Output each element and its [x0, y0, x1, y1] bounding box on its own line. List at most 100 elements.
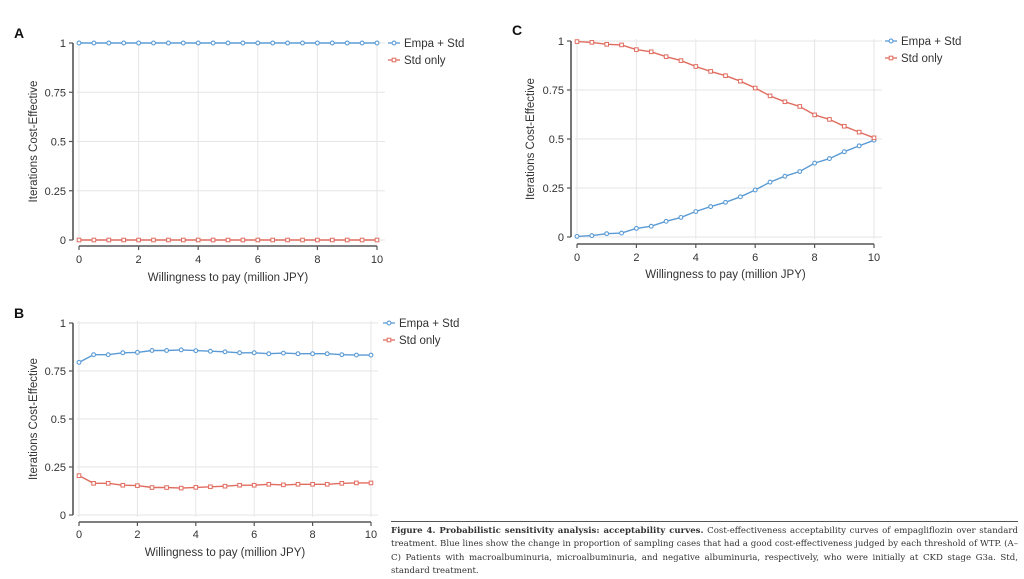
- y-tick-label: 0: [558, 232, 564, 244]
- x-tick-label: 8: [314, 254, 320, 266]
- data-point: [251, 350, 257, 356]
- legend-label: Empa + Std: [901, 36, 961, 48]
- data-point: [178, 485, 184, 491]
- data-point: [856, 143, 862, 149]
- data-point: [76, 359, 82, 365]
- legend-marker: [391, 40, 397, 46]
- data-point: [767, 93, 773, 99]
- data-point: [164, 348, 170, 353]
- data-point: [134, 349, 140, 355]
- data-point: [678, 214, 684, 220]
- data-point: [663, 54, 669, 59]
- series-std-only: [76, 473, 374, 491]
- data-point: [708, 69, 713, 74]
- data-point: [149, 348, 155, 353]
- y-axis-title: Iterations Cost-Effective: [28, 358, 40, 480]
- data-point: [91, 237, 97, 243]
- data-point: [151, 40, 156, 46]
- data-point: [210, 237, 216, 243]
- legend-label: Std only: [901, 53, 943, 65]
- y-tick-label: 0.5: [51, 137, 66, 149]
- series-empa-std: [76, 347, 374, 365]
- y-axis-title: Iterations Cost-Effective: [525, 78, 537, 200]
- data-point: [181, 237, 186, 243]
- data-point: [270, 237, 275, 243]
- x-tick-label: 8: [310, 529, 316, 541]
- panel-label: B: [14, 305, 24, 321]
- x-axis-title: Willingness to pay (million JPY): [145, 547, 306, 559]
- y-tick-label: 0.75: [45, 366, 66, 378]
- x-tick-label: 4: [195, 254, 201, 266]
- data-point: [285, 40, 291, 46]
- data-point: [251, 482, 257, 488]
- data-point: [723, 73, 728, 78]
- data-point: [693, 64, 699, 69]
- data-point: [604, 42, 610, 47]
- legend-entry: Empa + Std: [885, 36, 961, 48]
- panel-label: A: [14, 25, 24, 41]
- legend-entry: Empa + Std: [388, 38, 464, 50]
- data-point: [120, 482, 126, 488]
- data-point: [663, 218, 669, 224]
- data-point: [207, 348, 213, 354]
- data-point: [344, 237, 350, 243]
- x-tick-label: 6: [251, 529, 257, 541]
- y-tick-label: 1: [558, 36, 564, 48]
- series-empa-std: [76, 40, 380, 46]
- data-point: [368, 480, 374, 486]
- legend-marker: [386, 337, 392, 343]
- caption-body: Cost-effectiveness acceptability curves …: [391, 526, 1019, 577]
- data-point: [193, 485, 199, 490]
- data-point: [222, 483, 228, 489]
- data-point: [782, 173, 788, 179]
- legend-entry: Std only: [383, 335, 441, 347]
- x-tick-label: 6: [255, 254, 261, 266]
- data-point: [648, 223, 654, 229]
- caption-title: Figure 4. Probabilistic sensitivity anal…: [391, 526, 704, 536]
- data-point: [76, 40, 82, 46]
- data-point: [266, 351, 272, 357]
- y-tick-label: 0.25: [543, 183, 564, 195]
- data-point: [374, 237, 380, 243]
- data-point: [723, 199, 728, 205]
- series-std-only: [574, 39, 877, 141]
- legend-label: Empa + Std: [404, 38, 464, 50]
- data-point: [797, 169, 803, 174]
- data-point: [353, 352, 359, 358]
- series-empa-std: [574, 137, 877, 239]
- data-point: [149, 485, 155, 490]
- x-tick-label: 2: [633, 252, 639, 264]
- legend-marker: [888, 38, 894, 44]
- x-tick-label: 0: [76, 254, 82, 266]
- y-tick-label: 0: [60, 510, 66, 522]
- data-point: [295, 351, 301, 357]
- data-point: [310, 481, 315, 487]
- x-tick-label: 6: [752, 252, 758, 264]
- data-point: [315, 237, 320, 243]
- data-point: [91, 352, 97, 358]
- data-point: [237, 482, 242, 488]
- data-point: [314, 40, 320, 46]
- y-tick-label: 1: [60, 318, 66, 330]
- data-point: [165, 40, 171, 46]
- data-point: [797, 104, 803, 109]
- data-point: [574, 233, 580, 239]
- y-tick-label: 0.5: [51, 414, 66, 426]
- data-point: [634, 47, 639, 52]
- data-point: [295, 481, 301, 487]
- data-point: [374, 40, 380, 46]
- data-point: [151, 237, 156, 243]
- data-point: [255, 40, 261, 46]
- data-point: [280, 350, 286, 356]
- data-point: [208, 484, 213, 490]
- data-point: [368, 352, 374, 358]
- data-point: [329, 40, 335, 46]
- x-tick-label: 8: [812, 252, 818, 264]
- data-point: [285, 237, 290, 243]
- figure-caption: Figure 4. Probabilistic sensitivity anal…: [391, 521, 1018, 579]
- data-point: [812, 112, 817, 118]
- x-axis-title: Willingness to pay (million JPY): [148, 272, 309, 284]
- x-tick-label: 0: [574, 252, 580, 264]
